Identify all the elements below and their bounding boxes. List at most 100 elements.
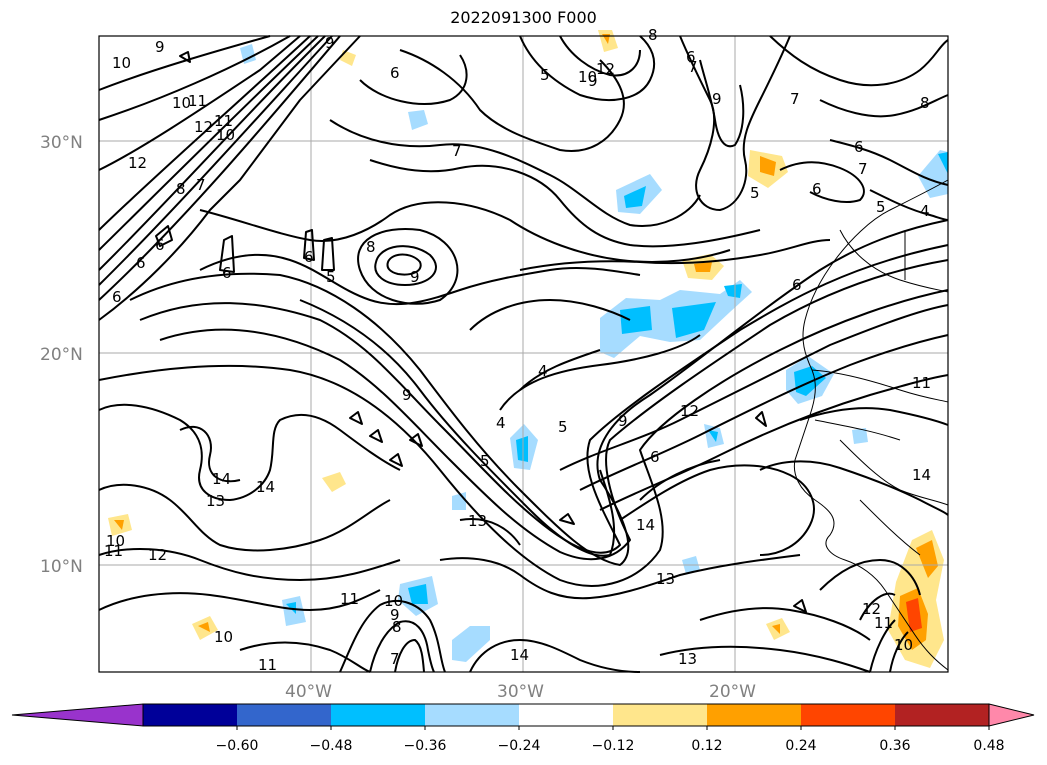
contour-line <box>98 35 361 321</box>
contour-line <box>519 239 831 271</box>
contour-label: 8 <box>366 238 376 256</box>
colorbar-bin <box>331 704 425 726</box>
colorbar-bin <box>707 704 801 726</box>
lon-label: 30°W <box>497 682 544 702</box>
positive-anomaly <box>114 520 124 530</box>
contour-label: 6 <box>390 64 400 82</box>
contour-label: 7 <box>196 176 206 194</box>
contour-line <box>439 554 801 600</box>
negative-anomaly <box>516 436 528 462</box>
contour-line <box>819 94 949 118</box>
contour-line <box>829 139 949 186</box>
contour-label: 6 <box>792 276 802 294</box>
positive-anomaly <box>916 540 938 578</box>
country-border <box>814 419 901 441</box>
contour-line <box>374 245 437 286</box>
contour-label: 9 <box>618 412 628 430</box>
contour-line <box>219 235 235 273</box>
contour-line <box>98 35 333 286</box>
contour-line <box>793 599 807 613</box>
contour-label: 4 <box>920 202 930 220</box>
lat-label: 10°N <box>40 557 83 577</box>
contour-label: 6 <box>112 288 122 306</box>
contour-label: 8 <box>176 180 186 198</box>
contour-label: 5 <box>558 418 568 436</box>
contour-line <box>159 259 949 561</box>
contour-line <box>409 433 423 447</box>
contour-line <box>369 159 761 248</box>
contour-line <box>98 35 271 91</box>
contour-line <box>779 161 865 203</box>
contour-line <box>759 460 949 516</box>
negative-anomaly <box>708 430 718 442</box>
contour-label: 14 <box>912 466 931 484</box>
contour-line <box>579 334 949 491</box>
contour-line <box>179 425 241 483</box>
negative-anomaly <box>452 626 490 662</box>
contour-line <box>179 51 191 63</box>
colorbar-tick-label: −0.12 <box>592 738 635 754</box>
negative-anomaly <box>240 44 256 64</box>
contour-line <box>659 645 871 673</box>
contour-line <box>98 35 311 231</box>
positive-anomaly <box>772 624 780 634</box>
colorbar-tick-label: 0.48 <box>973 738 1004 754</box>
contour-label: 14 <box>212 470 231 488</box>
country-border <box>811 369 949 403</box>
contour-label: 12 <box>148 546 167 564</box>
contour-label: 4 <box>538 362 548 380</box>
colorbar-extend-high <box>988 703 1035 727</box>
contour-label: 11 <box>104 542 123 560</box>
contour-line <box>699 607 871 641</box>
contour-label: 9 <box>402 386 412 404</box>
contour-line <box>819 559 921 596</box>
contour-label: 11 <box>258 656 277 674</box>
contour-label: 13 <box>678 650 697 668</box>
contour-line <box>769 35 949 87</box>
colorbar-tick-label: −0.36 <box>404 738 447 754</box>
contour-label: 14 <box>636 516 655 534</box>
contour-line <box>619 464 815 556</box>
contour-line <box>755 411 767 427</box>
contour-line <box>869 189 949 221</box>
contour-line <box>321 237 335 271</box>
contour-line <box>869 619 896 673</box>
positive-anomaly <box>906 598 922 632</box>
contour-label: 9 <box>325 34 335 52</box>
contour-label: 4 <box>496 414 506 432</box>
contour-line <box>639 459 721 501</box>
contour-line <box>349 411 363 425</box>
contour-label: 6 <box>812 180 822 198</box>
country-border <box>859 499 921 556</box>
contour-label: 14 <box>256 478 275 496</box>
contour-label: 11 <box>340 590 359 608</box>
map-frame <box>98 35 949 673</box>
colorbar-tick-label: −0.48 <box>310 738 353 754</box>
negative-anomaly <box>724 284 742 298</box>
contour-line <box>399 49 625 152</box>
negative-anomaly <box>408 584 428 604</box>
negative-anomaly <box>620 306 652 334</box>
contour-line <box>239 641 371 673</box>
country-border <box>839 439 949 506</box>
contour-label: 10 <box>894 636 913 654</box>
colorbar-extend-low <box>11 703 144 727</box>
contour-line <box>129 219 949 566</box>
contour-line <box>199 201 731 263</box>
contour-line <box>859 592 896 621</box>
negative-anomaly <box>672 302 716 338</box>
contour-line <box>199 253 641 306</box>
contour-label: 9 <box>712 90 722 108</box>
contour-label: 11 <box>188 92 207 110</box>
contour-label: 6 <box>155 236 165 254</box>
contour-label: 10 <box>384 592 403 610</box>
contour-line <box>386 253 422 276</box>
contour-label: 14 <box>510 646 529 664</box>
contour-label: 5 <box>876 198 886 216</box>
contour-line <box>98 35 291 121</box>
contour-label: 10 <box>216 126 235 144</box>
contour-label: 6 <box>686 48 696 66</box>
lat-axis-labels: 30°N 20°N 10°N <box>40 133 83 577</box>
colorbar-bin <box>895 704 989 726</box>
